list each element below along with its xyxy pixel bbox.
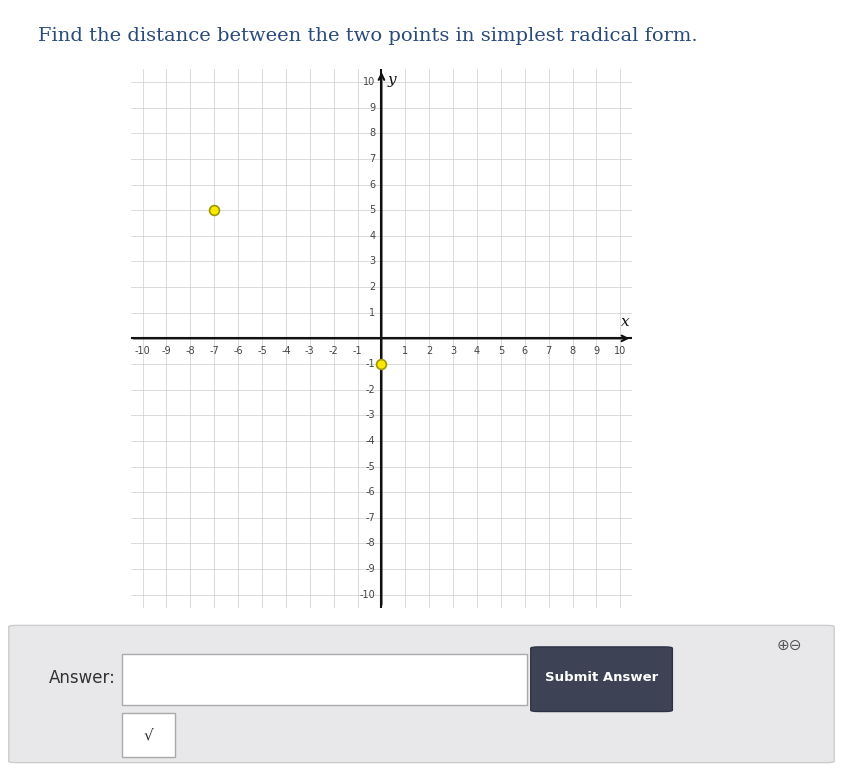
Text: -6: -6 — [234, 345, 243, 355]
Text: -9: -9 — [366, 564, 375, 574]
Text: Find the distance between the two points in simplest radical form.: Find the distance between the two points… — [38, 27, 697, 45]
Text: -10: -10 — [360, 590, 375, 600]
Text: 10: 10 — [615, 345, 626, 355]
Text: 2: 2 — [426, 345, 432, 355]
Text: 9: 9 — [369, 102, 375, 113]
Text: -2: -2 — [366, 384, 375, 394]
FancyBboxPatch shape — [8, 625, 835, 763]
Text: -7: -7 — [366, 513, 375, 523]
Text: -9: -9 — [162, 345, 171, 355]
Text: 6: 6 — [522, 345, 528, 355]
Text: 6: 6 — [369, 179, 375, 190]
Text: -3: -3 — [305, 345, 314, 355]
Text: 9: 9 — [593, 345, 599, 355]
Text: -1: -1 — [366, 359, 375, 369]
Text: 8: 8 — [369, 128, 375, 138]
Text: 8: 8 — [570, 345, 576, 355]
Text: -5: -5 — [257, 345, 267, 355]
FancyBboxPatch shape — [122, 713, 175, 757]
Text: 4: 4 — [369, 231, 375, 241]
Text: √: √ — [144, 727, 153, 743]
Text: -5: -5 — [366, 461, 375, 471]
Text: Submit Answer: Submit Answer — [545, 671, 658, 684]
Text: -2: -2 — [329, 345, 339, 355]
Text: 1: 1 — [369, 308, 375, 318]
Text: 7: 7 — [545, 345, 552, 355]
Text: Answer:: Answer: — [49, 669, 116, 687]
Text: -10: -10 — [135, 345, 151, 355]
Text: -3: -3 — [366, 410, 375, 421]
Text: 7: 7 — [369, 154, 375, 164]
Text: y: y — [388, 73, 396, 87]
Text: -4: -4 — [281, 345, 291, 355]
Text: -8: -8 — [185, 345, 196, 355]
Text: -1: -1 — [352, 345, 362, 355]
Point — [207, 204, 221, 216]
Text: -7: -7 — [209, 345, 219, 355]
FancyBboxPatch shape — [531, 647, 673, 711]
FancyBboxPatch shape — [122, 654, 527, 704]
Text: -8: -8 — [366, 538, 375, 548]
Text: 3: 3 — [450, 345, 456, 355]
Text: 2: 2 — [369, 282, 375, 292]
Text: ⊕⊖: ⊕⊖ — [776, 638, 802, 653]
Text: 1: 1 — [402, 345, 408, 355]
Text: x: x — [621, 315, 630, 329]
Text: -4: -4 — [366, 436, 375, 446]
Text: 10: 10 — [363, 77, 375, 87]
Text: 5: 5 — [497, 345, 504, 355]
Text: 5: 5 — [369, 205, 375, 215]
Text: 3: 3 — [369, 256, 375, 267]
Point — [374, 358, 388, 370]
Text: -6: -6 — [366, 487, 375, 498]
Text: 4: 4 — [474, 345, 480, 355]
